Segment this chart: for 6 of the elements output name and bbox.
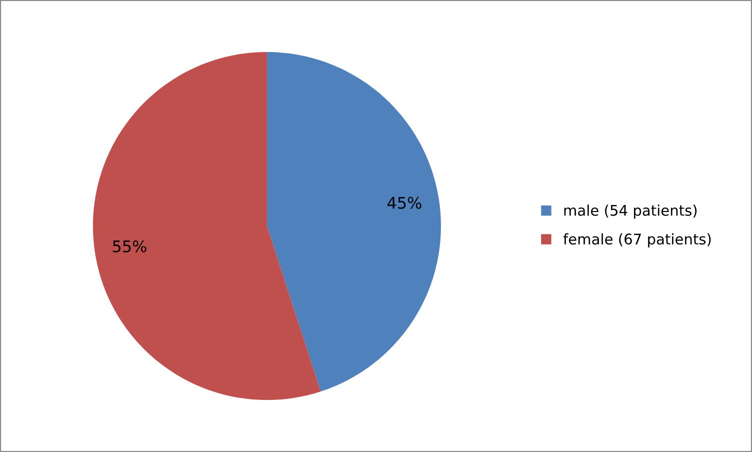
- data-label: 55%: [112, 240, 146, 252]
- legend-label: female (67 patients): [563, 233, 711, 248]
- data-label: 45%: [387, 196, 422, 209]
- pie-slice: [92, 52, 321, 400]
- pie-slice: [266, 52, 441, 392]
- legend-label: male (54 patients): [564, 204, 697, 219]
